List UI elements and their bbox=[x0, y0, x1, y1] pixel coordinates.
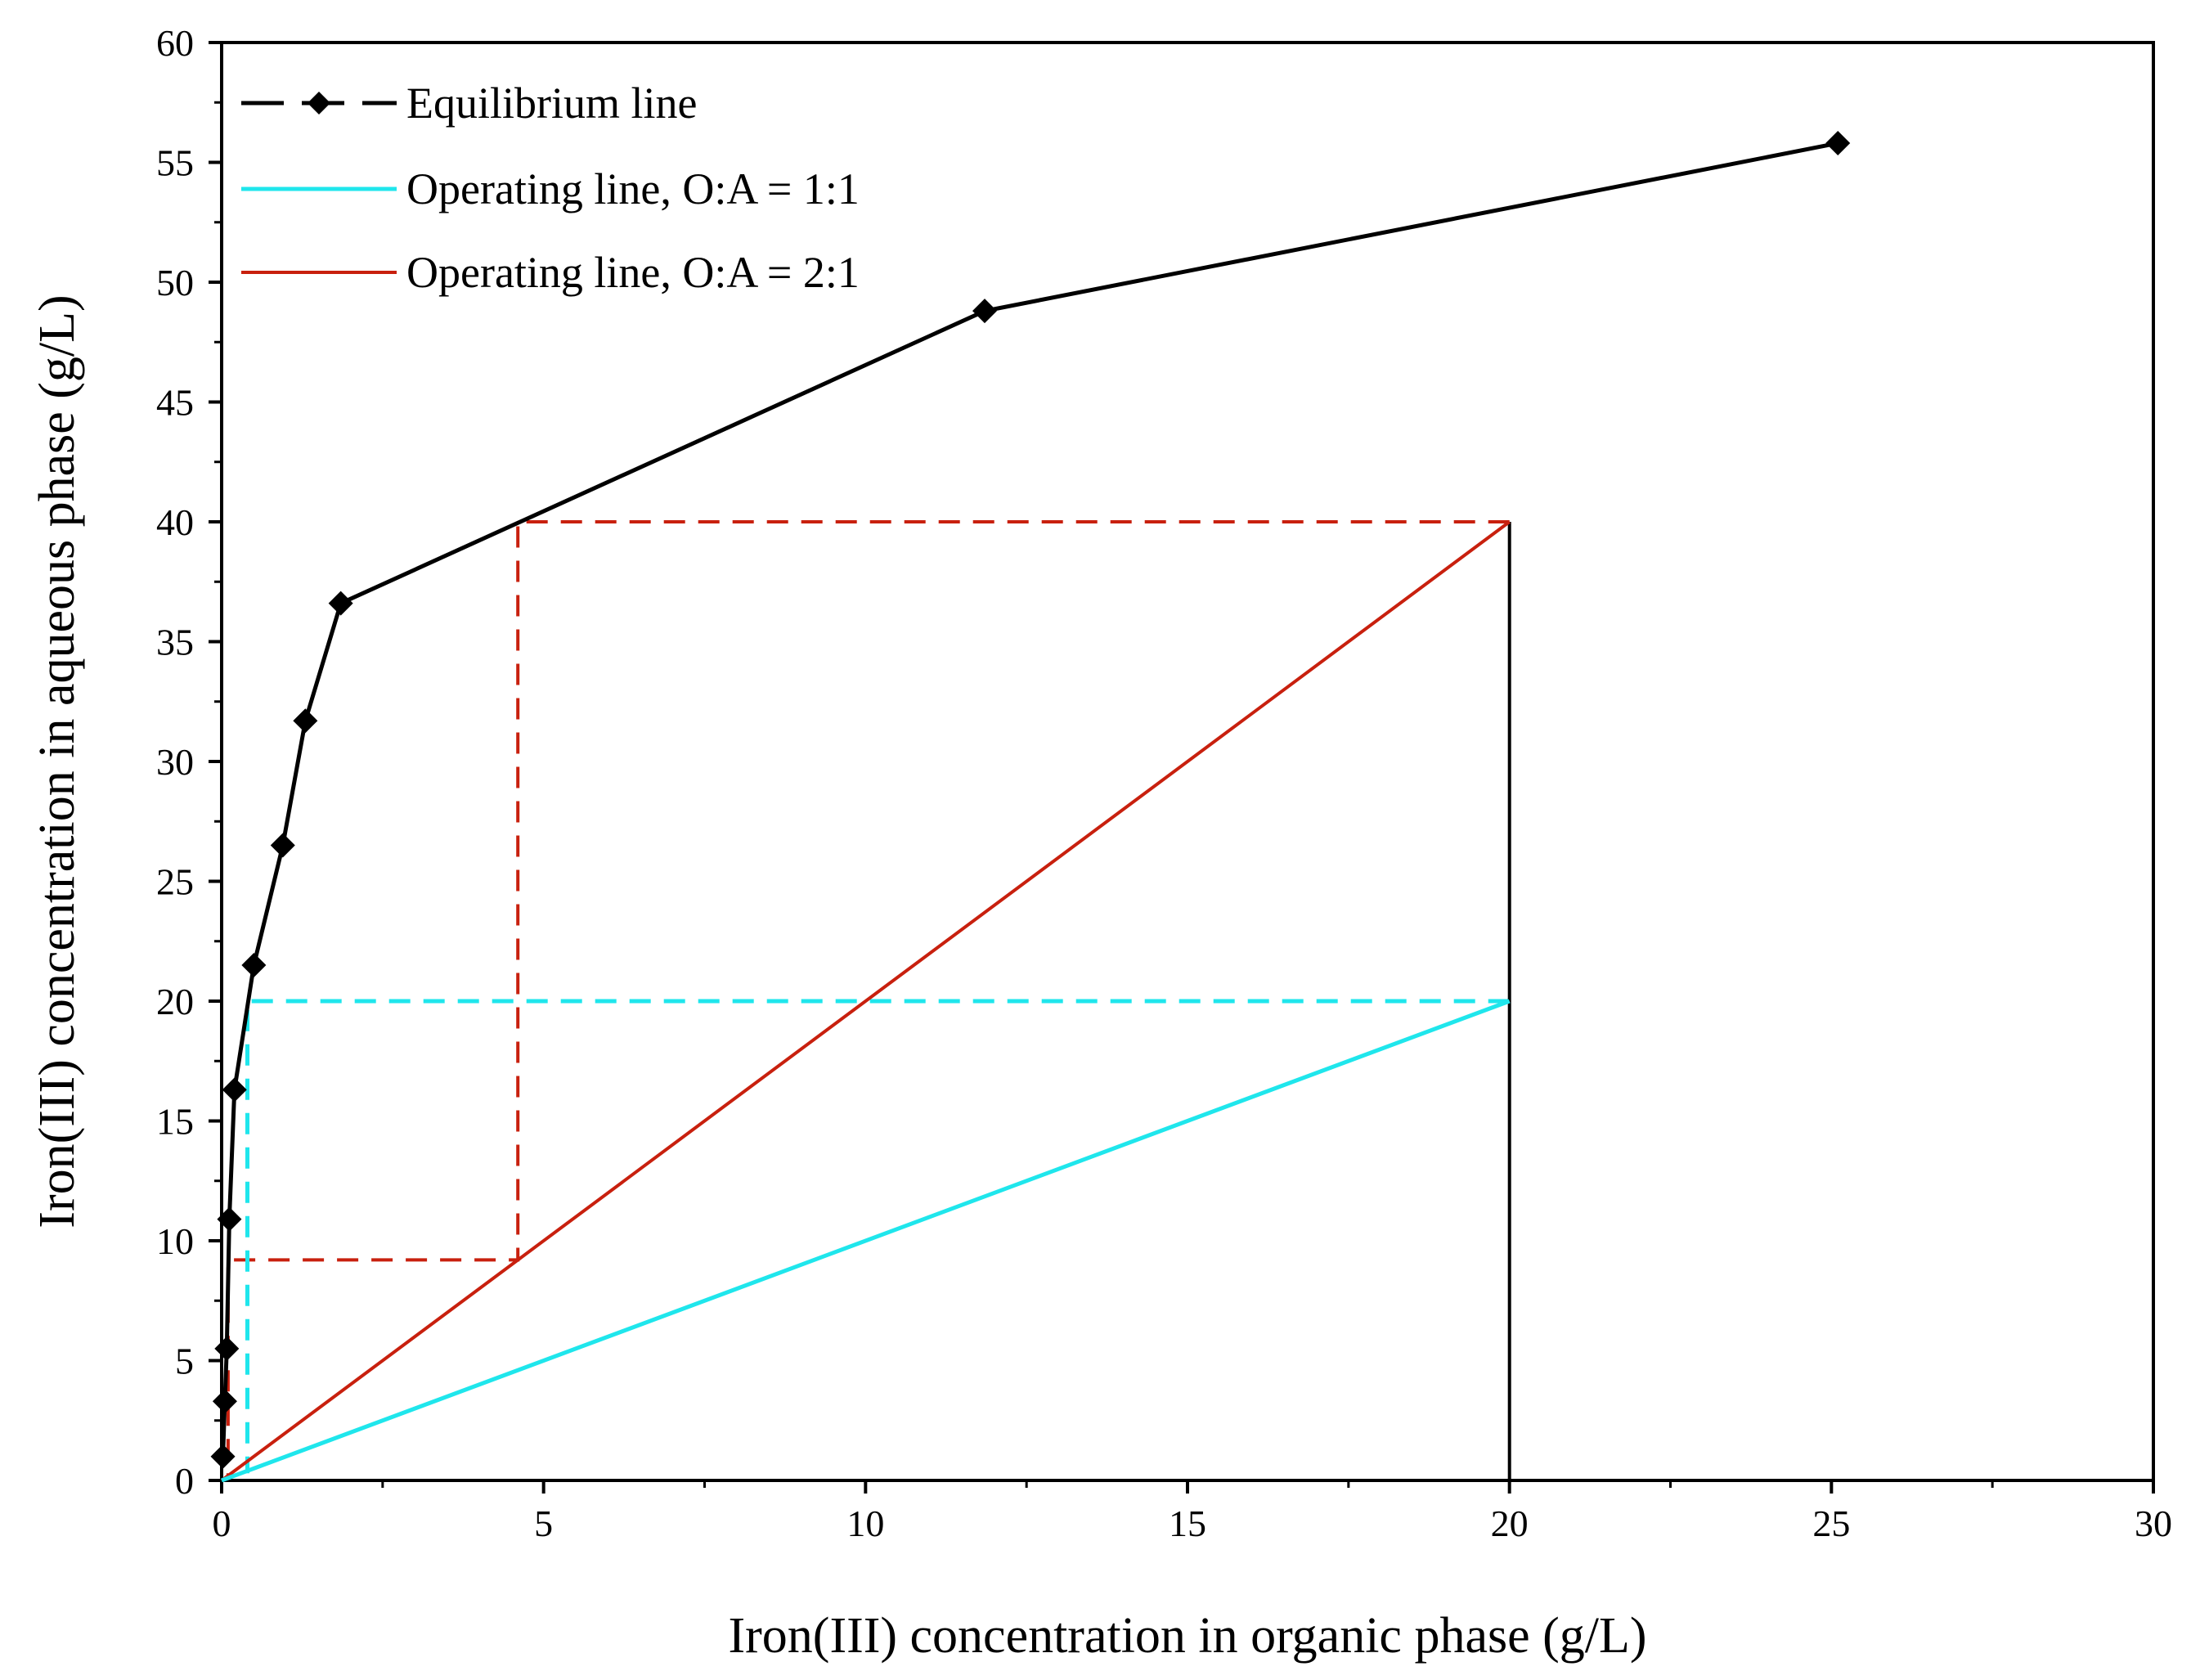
equilibrium-point bbox=[217, 1206, 242, 1232]
equilibrium-point bbox=[241, 953, 267, 978]
equilibrium-point bbox=[1825, 131, 1851, 156]
equilibrium-point bbox=[214, 1336, 240, 1361]
y-tick-label: 35 bbox=[156, 622, 194, 663]
y-axis-label: Iron(III) concentration in aqueous phase… bbox=[29, 294, 85, 1228]
y-tick-label: 20 bbox=[156, 981, 194, 1022]
equilibrium-point bbox=[212, 1389, 237, 1414]
y-tick-label: 30 bbox=[156, 741, 194, 783]
legend-label-equilibrium: Equilibrium line bbox=[406, 79, 697, 128]
y-tick-label: 45 bbox=[156, 382, 194, 424]
x-tick-label: 0 bbox=[213, 1503, 231, 1544]
legend-marker-equilibrium bbox=[308, 92, 330, 115]
equilibrium-point bbox=[328, 591, 353, 616]
equilibrium-line bbox=[221, 141, 1839, 1457]
y-tick-label: 5 bbox=[175, 1341, 194, 1382]
legend-label-operating-2to1: Operating line, O:A = 2:1 bbox=[406, 248, 860, 297]
x-tick-label: 15 bbox=[1169, 1503, 1206, 1544]
y-tick-label: 10 bbox=[156, 1220, 194, 1262]
x-axis-label: Iron(III) concentration in organic phase… bbox=[729, 1608, 1647, 1664]
y-tick-label: 40 bbox=[156, 501, 194, 543]
y-tick-label: 15 bbox=[156, 1101, 194, 1143]
y-tick-label: 0 bbox=[175, 1460, 194, 1502]
x-tick-label: 10 bbox=[846, 1503, 884, 1544]
y-tick-label: 50 bbox=[156, 262, 194, 303]
x-tick-label: 25 bbox=[1812, 1503, 1850, 1544]
equilibrium-point bbox=[210, 1444, 236, 1469]
y-tick-label: 55 bbox=[156, 142, 194, 184]
x-tick-label: 5 bbox=[534, 1503, 553, 1544]
stage-steps-1to1 bbox=[245, 999, 1510, 1474]
operating-line-2to1 bbox=[220, 520, 1511, 1482]
equilibrium-point bbox=[293, 708, 318, 734]
legend-label-operating-1to1: Operating line, O:A = 1:1 bbox=[406, 164, 860, 213]
equilibrium-point bbox=[270, 833, 295, 858]
y-tick-label: 60 bbox=[156, 22, 194, 64]
x-tick-label: 30 bbox=[2135, 1503, 2172, 1544]
equilibrium-point bbox=[222, 1077, 247, 1103]
equilibrium-point bbox=[972, 299, 997, 324]
x-tick-label: 20 bbox=[1491, 1503, 1529, 1544]
operating-line-1to1 bbox=[221, 999, 1511, 1483]
y-tick-label: 25 bbox=[156, 861, 194, 903]
